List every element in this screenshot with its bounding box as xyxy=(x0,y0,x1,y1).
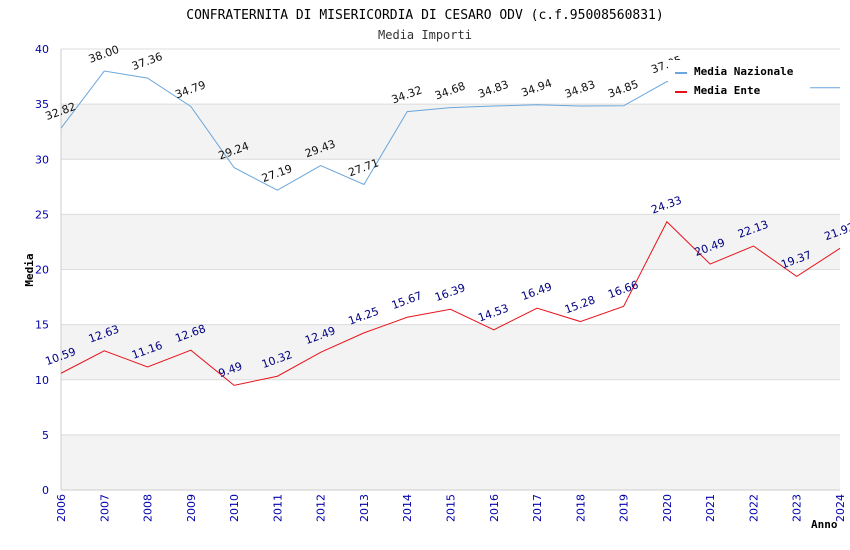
x-tick-label: 2020 xyxy=(661,494,674,522)
y-tick-label: 20 xyxy=(35,264,49,277)
x-tick-label: 2006 xyxy=(55,494,68,522)
band xyxy=(61,159,840,215)
x-tick-label: 2015 xyxy=(445,494,458,522)
x-axis-ticks: 2006 2007 2008 2009 2010 2011 2012 2013 2014 2015… xyxy=(55,494,847,522)
y-tick-label: 40 xyxy=(35,43,49,56)
series-line-media-ente xyxy=(60,220,841,386)
y-axis-ticks: 0 5 10 15 20 25 30 35 40 xyxy=(35,43,49,497)
y-tick-label: 5 xyxy=(42,429,49,442)
legend: Media Nazionale Media Ente xyxy=(668,60,810,102)
y-tick-label: 10 xyxy=(35,374,49,387)
x-tick-label: 2018 xyxy=(574,494,587,522)
band xyxy=(61,434,840,490)
x-tick-label: 2021 xyxy=(704,494,717,522)
x-tick-label: 2024 xyxy=(834,494,847,522)
y-axis-label: Media xyxy=(23,253,36,286)
band xyxy=(61,214,840,270)
x-axis-label: Anno xyxy=(811,518,838,531)
band xyxy=(61,104,840,160)
x-tick-label: 2008 xyxy=(142,494,155,522)
x-tick-label: 2017 xyxy=(531,494,544,522)
chart-title: CONFRATERNITA DI MISERICORDIA DI CESARO … xyxy=(186,8,663,23)
x-tick-label: 2019 xyxy=(618,494,631,522)
x-tick-label: 2022 xyxy=(747,494,760,522)
y-tick-label: 15 xyxy=(35,319,49,332)
legend-label-media-ente: Media Ente xyxy=(694,84,761,97)
x-tick-label: 2016 xyxy=(488,494,501,522)
band xyxy=(61,269,840,325)
y-tick-label: 0 xyxy=(42,484,49,497)
gridlines xyxy=(60,48,840,491)
x-tick-label: 2013 xyxy=(358,494,371,522)
x-tick-label: 2014 xyxy=(401,494,414,522)
x-tick-label: 2007 xyxy=(98,494,111,522)
band xyxy=(61,379,840,435)
legend-box xyxy=(668,60,810,102)
chart-subtitle: Media Importi xyxy=(378,28,472,42)
y-tick-label: 30 xyxy=(35,153,49,166)
band xyxy=(61,324,840,380)
y-tick-label: 35 xyxy=(35,98,49,111)
legend-label-media-nazionale: Media Nazionale xyxy=(694,65,794,78)
x-tick-label: 2011 xyxy=(271,494,284,522)
x-tick-label: 2023 xyxy=(791,494,804,522)
x-tick-label: 2009 xyxy=(185,494,198,522)
y-tick-label: 25 xyxy=(35,208,49,221)
x-tick-label: 2012 xyxy=(315,494,328,522)
background-bands xyxy=(61,49,840,490)
x-tick-label: 2010 xyxy=(228,494,241,522)
